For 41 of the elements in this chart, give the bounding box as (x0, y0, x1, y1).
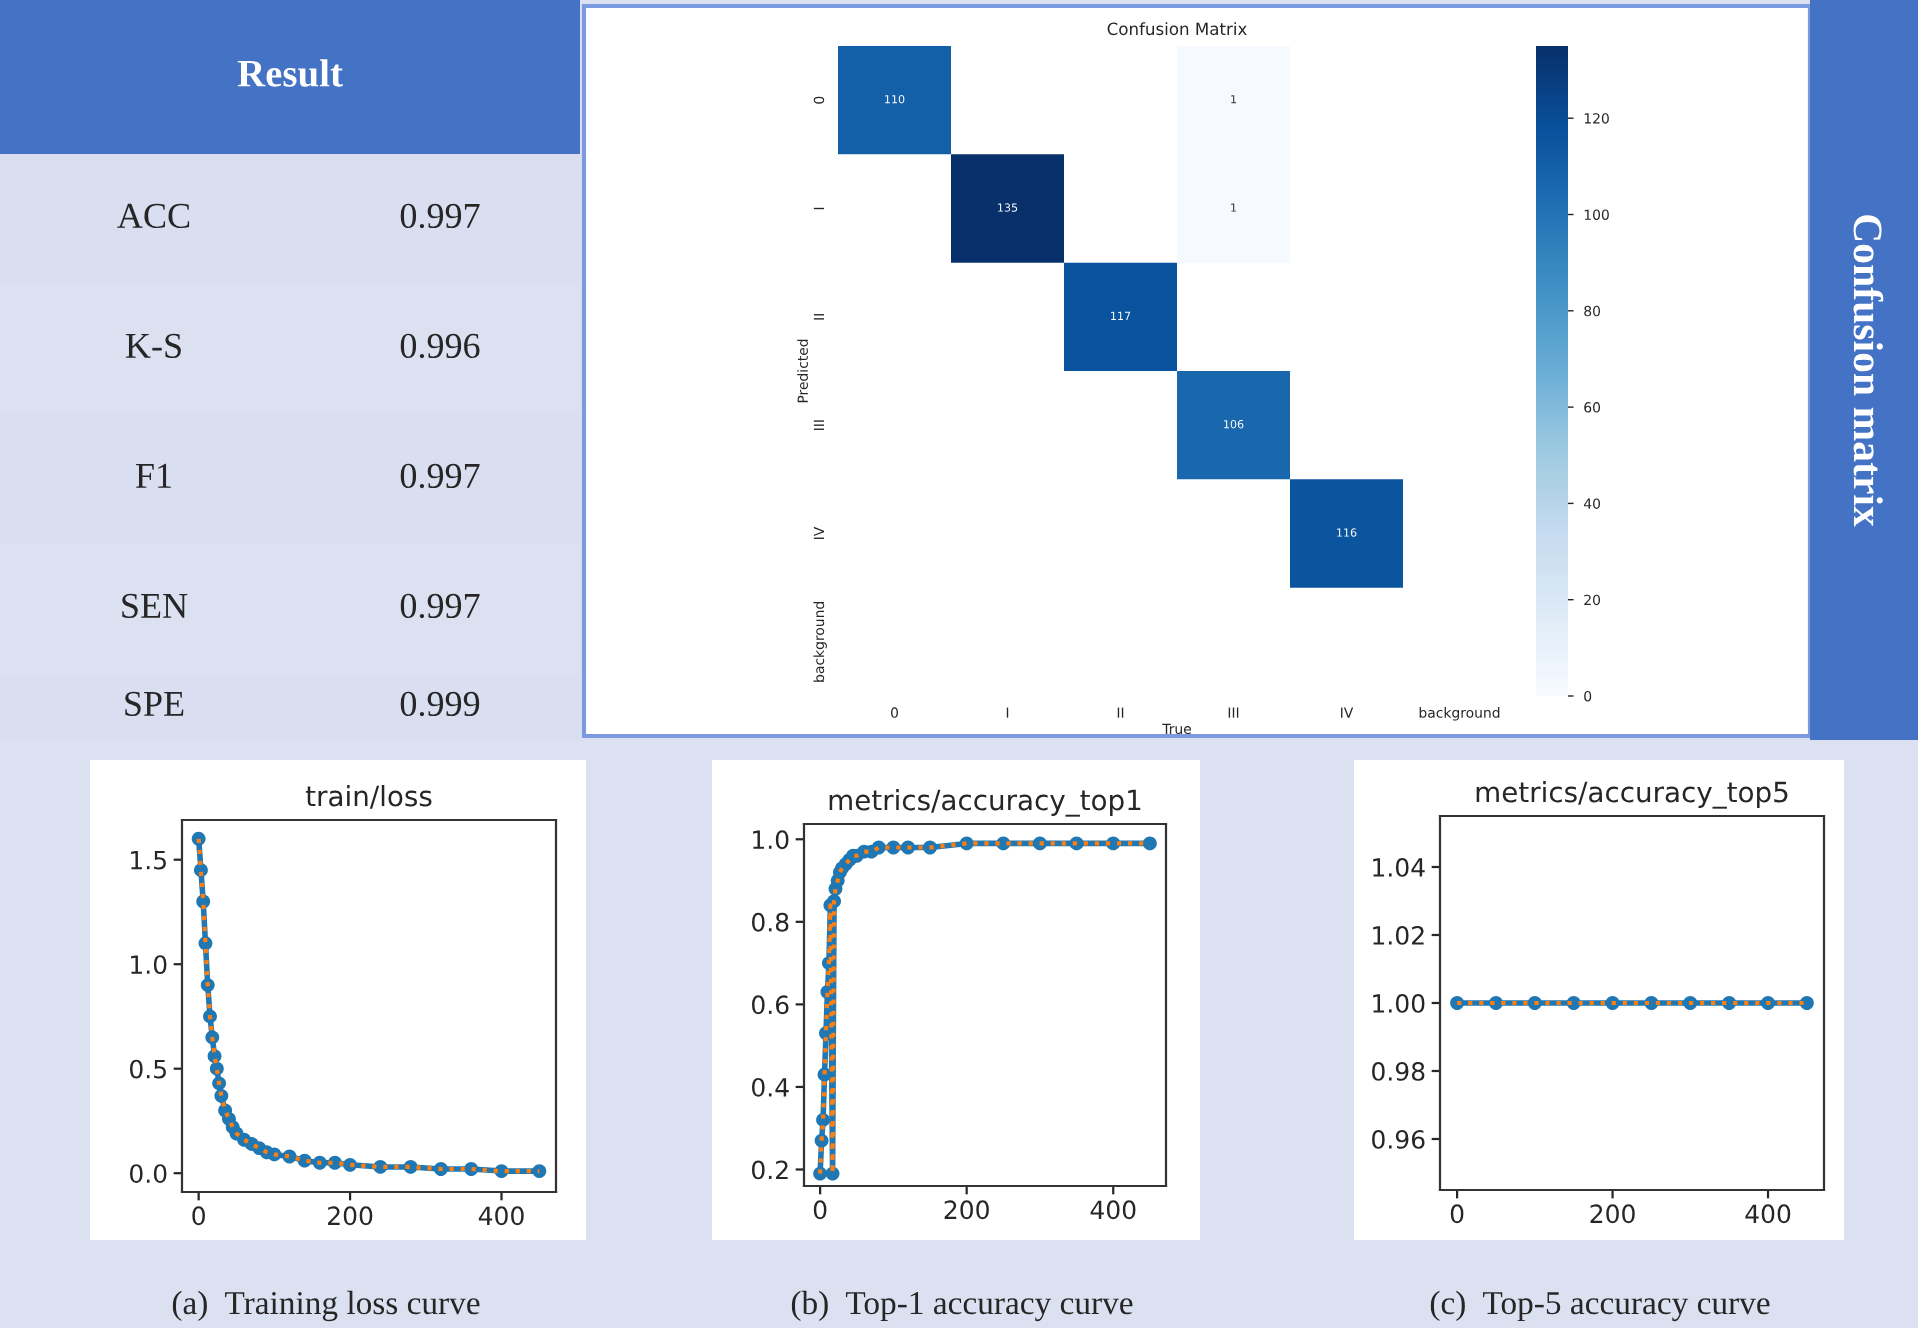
text: SPE (125, 691, 184, 717)
text: 0.996 (400, 333, 480, 359)
y-tick-label: 1.0 (753, 830, 789, 850)
chart-title: Confusion Matrix (1107, 22, 1247, 36)
text: K-S (125, 333, 181, 359)
y-tick-label: 0.4 (752, 1077, 789, 1097)
x-tick-label: 400 (1745, 1204, 1791, 1224)
chart-title: train/loss (305, 785, 432, 809)
x-tick-label: 400 (1090, 1200, 1136, 1220)
text: (a) Training loss curve (172, 1290, 480, 1322)
y-tick-label: 0.96 (1372, 1129, 1425, 1149)
text: Confusion matrix (1853, 215, 1884, 527)
x-tick-label: 400 (478, 1206, 524, 1226)
y-tick-label: 1.0 (131, 955, 167, 975)
y-tick-label: 0.5 (130, 1059, 166, 1079)
x-tick-label: 0 (1450, 1204, 1464, 1224)
y-tick-label: 0.6 (752, 995, 789, 1015)
y-tick-label: 1.5 (131, 850, 166, 870)
text: 0.999 (400, 691, 480, 717)
text: (b) Top-1 accuracy curve (791, 1290, 1133, 1322)
text: 0.997 (400, 203, 480, 229)
chart-title: metrics/accuracy_top1 (829, 789, 1141, 817)
y-tick-label: 1.04 (1373, 857, 1425, 877)
text: SEN (122, 593, 188, 619)
x-tick-label: 200 (328, 1206, 373, 1226)
y-tick-label: 1.02 (1373, 925, 1424, 945)
text: ACC (117, 203, 190, 229)
y-tick-label: 0.8 (752, 912, 789, 932)
chart-title: metrics/accuracy_top5 (1476, 781, 1788, 809)
y-tick-label: 0.2 (752, 1160, 788, 1180)
y-tick-label: 0.98 (1372, 1061, 1425, 1081)
x-tick-label: 200 (944, 1200, 989, 1220)
y-tick-label: 0.0 (130, 1164, 167, 1184)
text: Result (237, 59, 343, 87)
text: (c) Top-5 accuracy curve (1430, 1290, 1770, 1322)
text: 0.997 (400, 593, 480, 619)
x-tick-label: 200 (1590, 1204, 1635, 1224)
y-tick-label: 1.00 (1373, 993, 1425, 1013)
x-tick-label: 0 (192, 1206, 205, 1226)
text: 0.997 (400, 463, 480, 489)
text: F1 (135, 463, 171, 488)
